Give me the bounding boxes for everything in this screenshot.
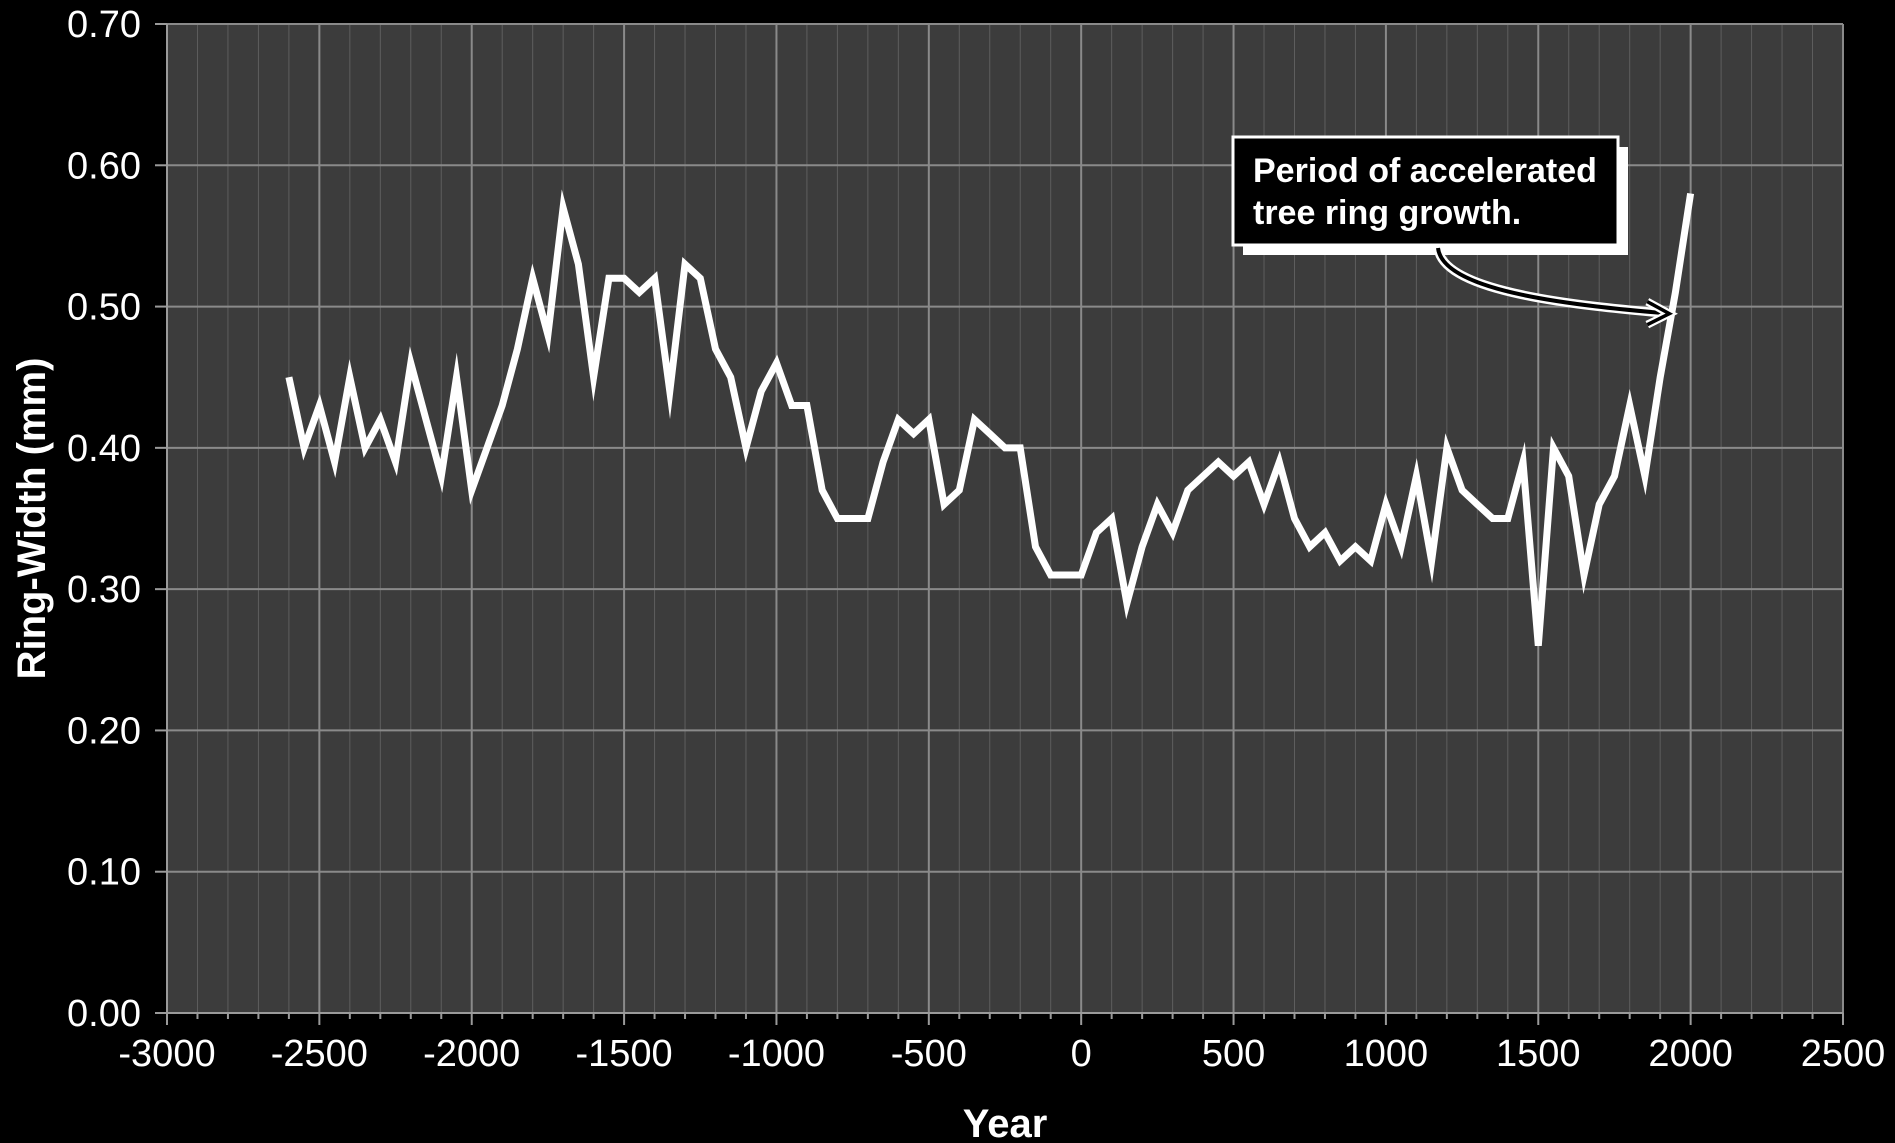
callout-text-line: Period of accelerated <box>1253 152 1597 190</box>
x-tick-label: 1500 <box>1496 1033 1581 1075</box>
y-tick-labels: 0.00 0.10 0.20 0.30 0.40 0.50 0.60 0.70 <box>67 4 141 1035</box>
series-line <box>285 189 1695 646</box>
y-tick-label: 0.50 <box>67 287 141 329</box>
x-tick-label: -3000 <box>118 1033 215 1075</box>
x-tick-label: -500 <box>891 1033 967 1075</box>
annotation-callout: Period of accelerated tree ring growth. <box>1231 135 1678 329</box>
y-axis-title: Ring-Width (mm) <box>10 358 54 680</box>
x-tick-label: -1000 <box>728 1033 825 1075</box>
x-tick-label: -2000 <box>423 1033 520 1075</box>
x-tick-label: 500 <box>1202 1033 1265 1075</box>
y-tick-label: 0.40 <box>67 428 141 470</box>
callout-text-line: tree ring growth. <box>1253 194 1521 232</box>
y-tick-label: 0.30 <box>67 569 141 611</box>
series-group <box>285 189 1695 646</box>
y-tick-label: 0.60 <box>67 145 141 187</box>
callout-arrow <box>1436 247 1670 316</box>
x-tick-label: 0 <box>1071 1033 1092 1075</box>
x-tick-label: -2500 <box>271 1033 368 1075</box>
y-tick-label: 0.20 <box>67 710 141 752</box>
callout-box <box>1231 135 1620 247</box>
x-tick-label: 2500 <box>1801 1033 1886 1075</box>
y-tick-label: 0.10 <box>67 852 141 894</box>
x-axis-title: Year <box>963 1102 1048 1143</box>
y-tick-label: 0.70 <box>67 4 141 46</box>
x-tick-label: -1500 <box>575 1033 672 1075</box>
x-tick-labels: -3000 -2500 -2000 -1500 -1000 -500 0 500 1000 150… <box>118 1033 1885 1075</box>
x-tick-label: 2000 <box>1648 1033 1733 1075</box>
axes <box>155 23 1844 1025</box>
x-tick-label: 1000 <box>1344 1033 1429 1075</box>
callout-arrowhead <box>1646 300 1674 327</box>
y-tick-label: 0.00 <box>67 993 141 1035</box>
